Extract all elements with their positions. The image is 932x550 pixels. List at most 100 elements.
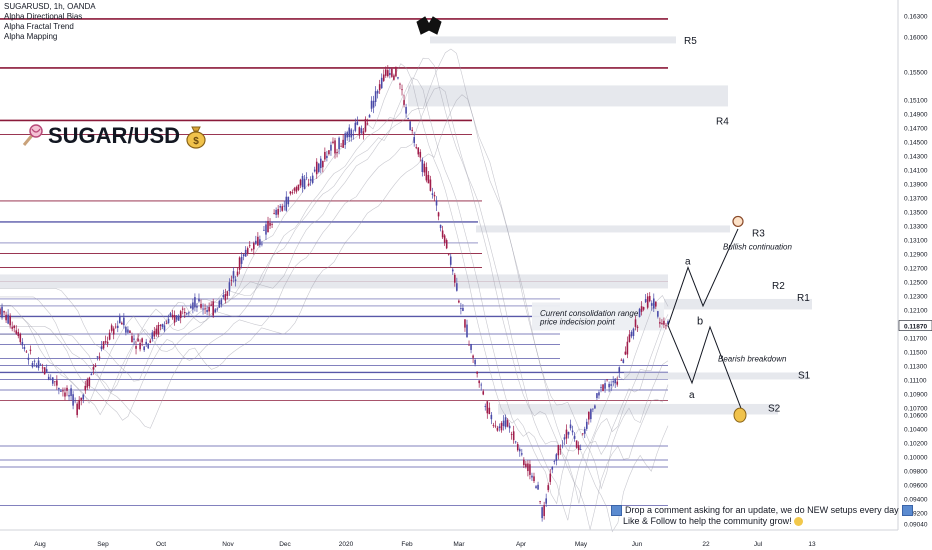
- candle-body: [557, 445, 560, 456]
- candle-body: [665, 325, 667, 327]
- footer-line-2: Like & Follow to help the community grow…: [623, 516, 792, 527]
- scenario-paths: [667, 228, 743, 412]
- checkmark-box-icon: [901, 505, 913, 517]
- horizontal-levels: [0, 18, 668, 506]
- candle-body: [169, 313, 172, 316]
- candle-body: [565, 429, 568, 439]
- zone-r4: [408, 85, 728, 107]
- candle-body: [261, 243, 263, 245]
- y-axis[interactable]: 0.16300 0.16000 0.15500 0.15100 0.14900 0.147…: [897, 0, 932, 550]
- candle-body: [364, 118, 367, 132]
- candle-body: [476, 371, 478, 374]
- y-tick-label: 0.13300: [904, 223, 928, 230]
- candle-body: [441, 230, 444, 238]
- candle-body: [575, 440, 578, 448]
- candle-body: [257, 236, 259, 246]
- candle-body: [466, 324, 468, 338]
- candle-body: [171, 314, 174, 318]
- candle-body: [9, 315, 11, 326]
- candle-body: [512, 431, 515, 441]
- candle-body: [15, 330, 18, 334]
- indicator-fractal-trend[interactable]: Alpha Fractal Trend: [4, 22, 74, 31]
- candle-body: [604, 383, 606, 389]
- indicator-mapping[interactable]: Alpha Mapping: [4, 32, 58, 41]
- candle-body: [27, 357, 30, 360]
- y-tick-label: 0.09040: [904, 522, 928, 529]
- candle-body: [610, 384, 612, 386]
- candle-body: [64, 392, 66, 397]
- x-tick-label: Dec: [279, 541, 291, 548]
- candle-body: [571, 430, 574, 433]
- candle-body: [285, 196, 288, 211]
- candle-body: [269, 222, 271, 226]
- candle-body: [228, 282, 231, 292]
- candle-body: [423, 163, 426, 173]
- candle-body: [167, 318, 170, 324]
- candle-body: [100, 346, 103, 350]
- y-tick-label: 0.13700: [904, 195, 928, 202]
- candle-body: [240, 256, 243, 264]
- zone-s2: [498, 403, 778, 415]
- y-tick-label: 0.10900: [904, 391, 928, 398]
- candle-body: [181, 308, 184, 310]
- candle-body: [196, 305, 198, 308]
- candle-body: [271, 224, 273, 225]
- candle-body: [350, 129, 353, 138]
- x-tick-label: Aug: [34, 541, 46, 548]
- candle-body: [163, 325, 166, 331]
- zone-r3: [476, 225, 730, 233]
- candle-body: [655, 302, 657, 307]
- candle-body: [68, 395, 70, 397]
- moving-average-ribbon: [0, 48, 669, 533]
- candle-body: [33, 360, 36, 362]
- candle-body: [437, 212, 440, 217]
- candle-body: [403, 100, 405, 105]
- lollipop-icon: [22, 124, 43, 146]
- x-tick-label: 22: [702, 541, 710, 548]
- candle-body: [439, 224, 442, 228]
- candle-body: [60, 390, 62, 392]
- candle-body: [23, 347, 26, 350]
- bullish-scenario-path: [667, 228, 739, 326]
- candle-body: [123, 317, 125, 326]
- candle-body: [389, 72, 391, 76]
- candle-body: [498, 426, 501, 429]
- indicator-directional-bias[interactable]: Alpha Directional Bias: [4, 12, 83, 21]
- x-tick-label: Mar: [453, 541, 465, 548]
- candle-body: [281, 206, 284, 211]
- candle-body: [358, 127, 361, 136]
- candle-body: [84, 385, 87, 391]
- y-tick-label: 0.10200: [904, 440, 928, 447]
- candle-body: [596, 393, 598, 399]
- ma-ribbon-line: [0, 77, 669, 521]
- candle-body: [407, 118, 409, 119]
- candle-body: [362, 131, 365, 136]
- candle-body: [110, 325, 113, 331]
- candle-body: [514, 441, 517, 443]
- candle-body: [58, 387, 60, 390]
- candle-body: [504, 417, 507, 428]
- candle-body: [482, 391, 485, 395]
- candle-body: [62, 390, 64, 392]
- candle-body: [443, 235, 446, 243]
- x-axis[interactable]: Aug Sep Oct Nov Dec 2020 Feb Mar Apr May Jun 22 Jul 1…: [0, 529, 898, 548]
- candle-body: [226, 291, 229, 296]
- candle-body: [618, 367, 621, 373]
- candle-body: [295, 186, 298, 192]
- candle-body: [51, 377, 54, 384]
- candle-body: [628, 334, 631, 342]
- candle-body: [328, 150, 330, 155]
- candle-body: [496, 427, 499, 431]
- candle-body: [82, 394, 85, 400]
- ma-ribbon-line: [0, 57, 669, 504]
- ma-ribbon-line: [0, 63, 669, 505]
- candle-body: [206, 309, 208, 313]
- candle-body: [234, 279, 237, 282]
- candle-body: [535, 486, 537, 489]
- symbol-line[interactable]: SUGARUSD, 1h, OANDA: [4, 2, 96, 11]
- candle-body: [230, 279, 233, 281]
- candle-body: [409, 121, 411, 131]
- candle-body: [425, 167, 428, 181]
- candle-body: [11, 327, 13, 329]
